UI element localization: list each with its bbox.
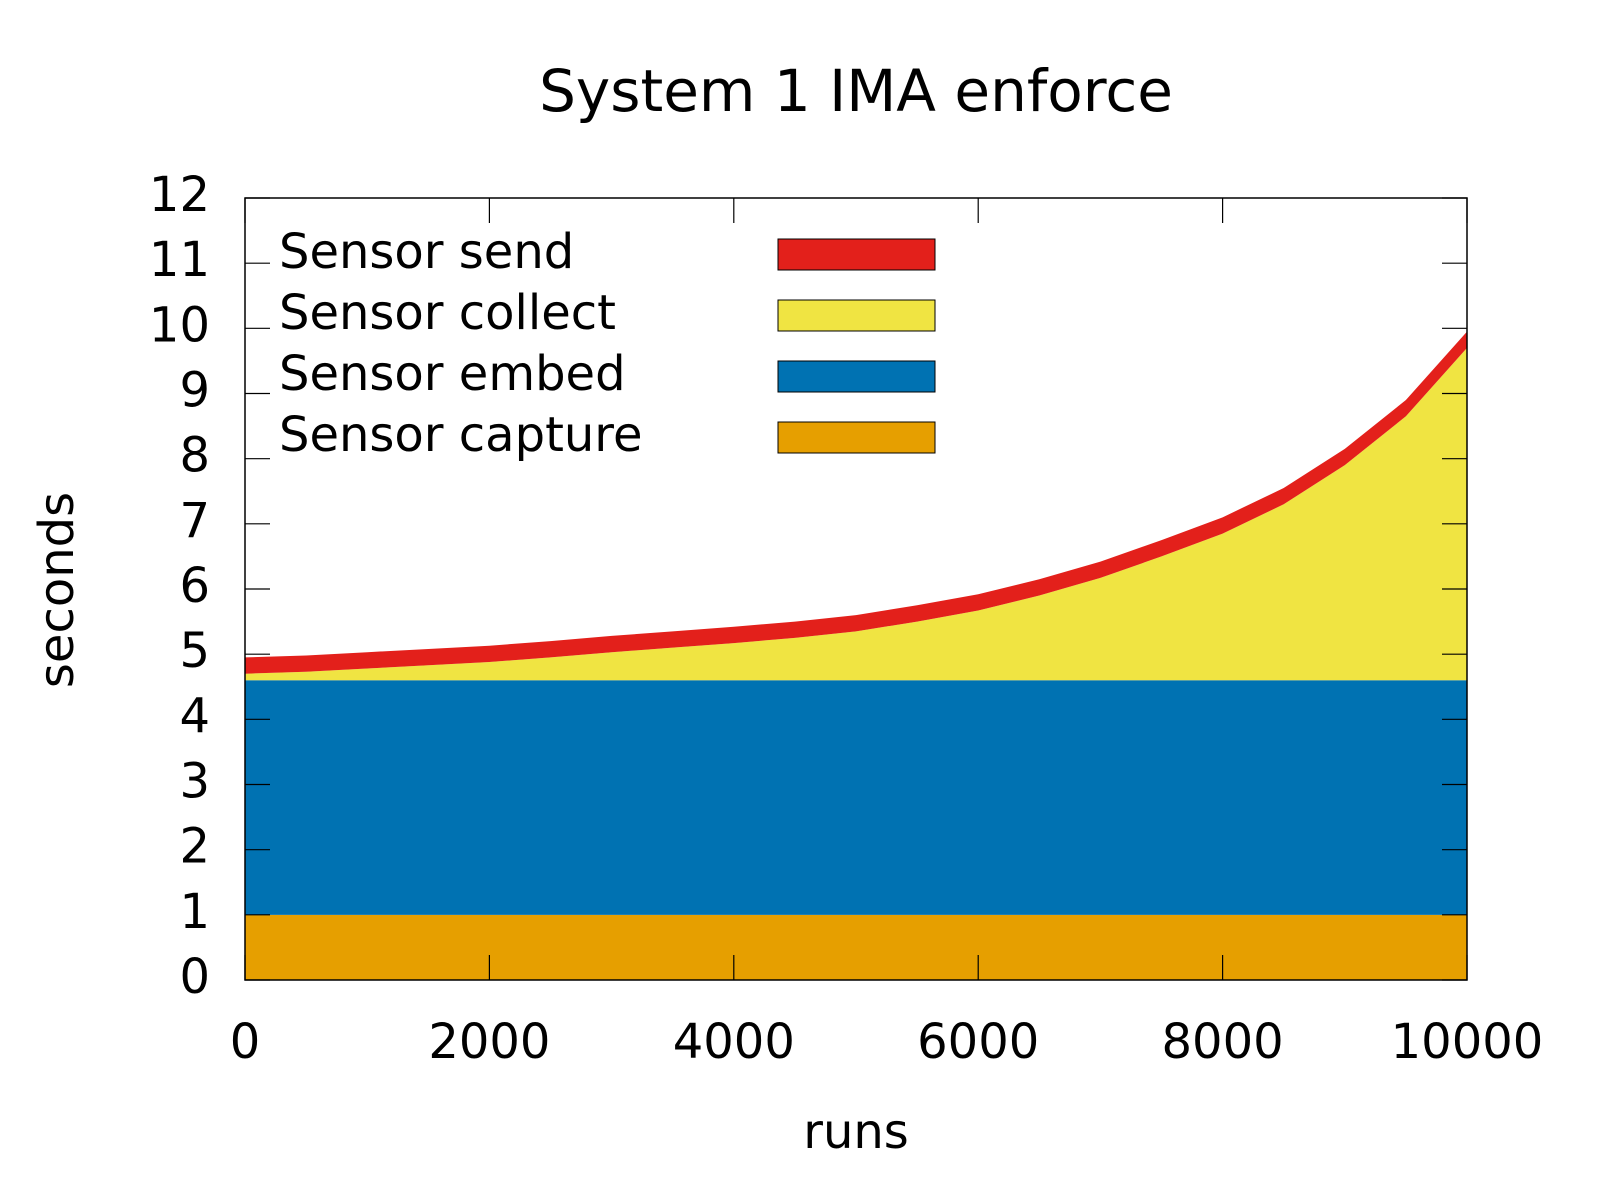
y-tick-label: 12 <box>149 167 210 223</box>
y-tick-label: 10 <box>149 297 210 353</box>
area <box>245 914 1467 980</box>
legend-label: Sensor embed <box>279 346 626 402</box>
legend-label: Sensor collect <box>279 285 616 341</box>
y-tick-label: 5 <box>179 623 210 679</box>
y-tick-label: 3 <box>179 754 210 810</box>
x-tick-label: 10000 <box>1391 1014 1544 1070</box>
legend-swatch <box>777 360 936 393</box>
y-tick-label: 8 <box>179 428 210 484</box>
legend-label: Sensor send <box>279 224 574 280</box>
x-axis-label: runs <box>803 1104 909 1160</box>
x-tick-label: 2000 <box>428 1014 550 1070</box>
x-tick-label: 8000 <box>1162 1014 1284 1070</box>
x-tick-label: 0 <box>230 1014 261 1070</box>
y-tick-label: 0 <box>179 949 210 1005</box>
area <box>245 680 1467 915</box>
y-tick-label: 11 <box>149 232 210 288</box>
x-tick-label: 4000 <box>673 1014 795 1070</box>
y-tick-label: 7 <box>179 493 210 549</box>
y-tick-label: 2 <box>179 819 210 875</box>
legend-swatch <box>777 299 936 332</box>
area <box>245 347 1467 681</box>
y-tick-label: 9 <box>179 363 210 419</box>
legend-label: Sensor capture <box>279 407 643 463</box>
legend-swatch <box>777 238 936 271</box>
y-tick-label: 6 <box>179 558 210 614</box>
y-tick-label: 1 <box>179 884 210 940</box>
legend-swatch <box>777 421 936 454</box>
chart-title: System 1 IMA enforce <box>539 57 1173 125</box>
x-tick-label: 6000 <box>917 1014 1039 1070</box>
y-axis-label: seconds <box>29 492 85 688</box>
y-tick-label: 4 <box>179 688 210 744</box>
